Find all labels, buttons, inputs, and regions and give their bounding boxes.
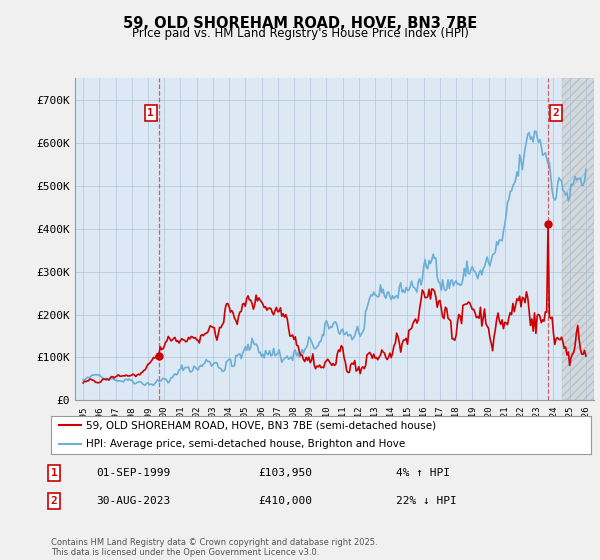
Text: 59, OLD SHOREHAM ROAD, HOVE, BN3 7BE (semi-detached house): 59, OLD SHOREHAM ROAD, HOVE, BN3 7BE (se… xyxy=(86,420,436,430)
Text: £410,000: £410,000 xyxy=(258,496,312,506)
Text: 1: 1 xyxy=(50,468,58,478)
Text: 4% ↑ HPI: 4% ↑ HPI xyxy=(396,468,450,478)
Text: 30-AUG-2023: 30-AUG-2023 xyxy=(96,496,170,506)
Text: 1: 1 xyxy=(148,108,154,118)
Text: 59, OLD SHOREHAM ROAD, HOVE, BN3 7BE: 59, OLD SHOREHAM ROAD, HOVE, BN3 7BE xyxy=(123,16,477,31)
Text: 2: 2 xyxy=(553,108,559,118)
Text: 2: 2 xyxy=(50,496,58,506)
Text: Price paid vs. HM Land Registry's House Price Index (HPI): Price paid vs. HM Land Registry's House … xyxy=(131,27,469,40)
Text: 01-SEP-1999: 01-SEP-1999 xyxy=(96,468,170,478)
Text: Contains HM Land Registry data © Crown copyright and database right 2025.
This d: Contains HM Land Registry data © Crown c… xyxy=(51,538,377,557)
Text: 22% ↓ HPI: 22% ↓ HPI xyxy=(396,496,457,506)
Text: HPI: Average price, semi-detached house, Brighton and Hove: HPI: Average price, semi-detached house,… xyxy=(86,439,406,449)
Bar xyxy=(562,78,594,400)
Text: £103,950: £103,950 xyxy=(258,468,312,478)
